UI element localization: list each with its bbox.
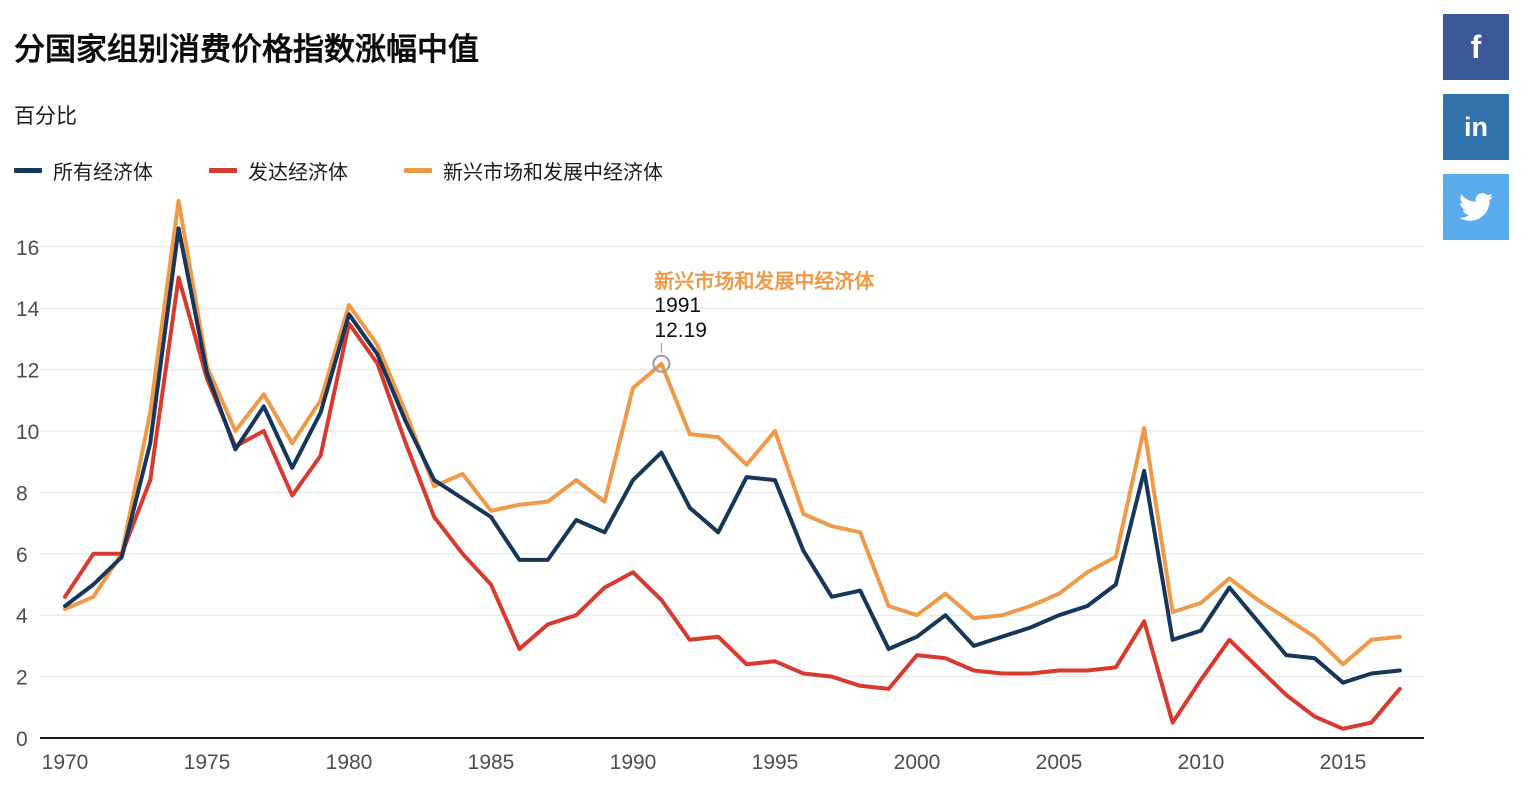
legend-label-all-economies: 所有经济体 (53, 162, 153, 184)
social-share-bar: f in (1443, 14, 1509, 240)
legend-item-advanced-economies[interactable]: 发达经济体 (209, 156, 348, 185)
y-axis-unit-label: 百分比 (14, 105, 77, 128)
y-tick-label: 12 (16, 360, 39, 383)
twitter-share-button[interactable] (1443, 174, 1509, 240)
legend-swatch-all-economies (14, 168, 42, 173)
x-tick-label: 2000 (894, 751, 941, 774)
legend-swatch-advanced-economies (209, 168, 237, 173)
legend-label-emerging-economies: 新兴市场和发展中经济体 (443, 162, 663, 184)
y-tick-label: 0 (16, 728, 28, 751)
legend-swatch-emerging-economies (404, 168, 432, 173)
y-tick-label: 14 (16, 298, 40, 321)
annotation-series-label: 新兴市场和发展中经济体 (654, 269, 875, 293)
x-tick-label: 1990 (610, 751, 657, 774)
facebook-icon: f (1470, 28, 1482, 65)
x-tick-label: 2005 (1036, 751, 1083, 774)
x-tick-label: 1995 (752, 751, 799, 774)
legend-label-advanced-economies: 发达经济体 (248, 162, 348, 184)
x-tick-label: 2010 (1178, 751, 1225, 774)
facebook-share-button[interactable]: f (1443, 14, 1509, 80)
annotation-year-label: 1991 (654, 294, 701, 317)
y-tick-label: 10 (16, 421, 39, 444)
x-tick-label: 2015 (1320, 751, 1367, 774)
y-tick-label: 2 (16, 667, 28, 690)
page-title: 分国家组别消费价格指数涨幅中值 (14, 32, 479, 67)
legend-item-emerging-economies[interactable]: 新兴市场和发展中经济体 (404, 156, 663, 185)
legend-item-all-economies[interactable]: 所有经济体 (14, 156, 153, 185)
x-tick-label: 1985 (468, 751, 515, 774)
series-line-2[interactable] (63, 198, 1402, 667)
y-tick-label: 8 (16, 482, 28, 505)
chart-canvas[interactable]: 0 2 4 6 8 10 12 14 16 1970 1975 1980 1985 1990 1995 200… (0, 192, 1522, 792)
legend: 所有经济体 发达经济体 新兴市场和发展中经济体 (14, 156, 663, 185)
annotation-marker (652, 354, 671, 373)
annotation-value-label: 12.19 (654, 319, 707, 342)
twitter-bird-icon (1459, 193, 1493, 221)
y-tick-label: 4 (16, 605, 28, 628)
x-tick-label: 1975 (184, 751, 231, 774)
y-tick-label: 16 (16, 237, 39, 260)
series-line-0[interactable] (63, 226, 1402, 685)
linkedin-icon: in (1464, 111, 1488, 142)
x-tick-label: 1970 (42, 751, 89, 774)
x-tick-label: 1980 (326, 751, 373, 774)
linkedin-share-button[interactable]: in (1443, 94, 1509, 160)
y-tick-label: 6 (16, 544, 28, 567)
series-line-1[interactable] (63, 275, 1402, 731)
